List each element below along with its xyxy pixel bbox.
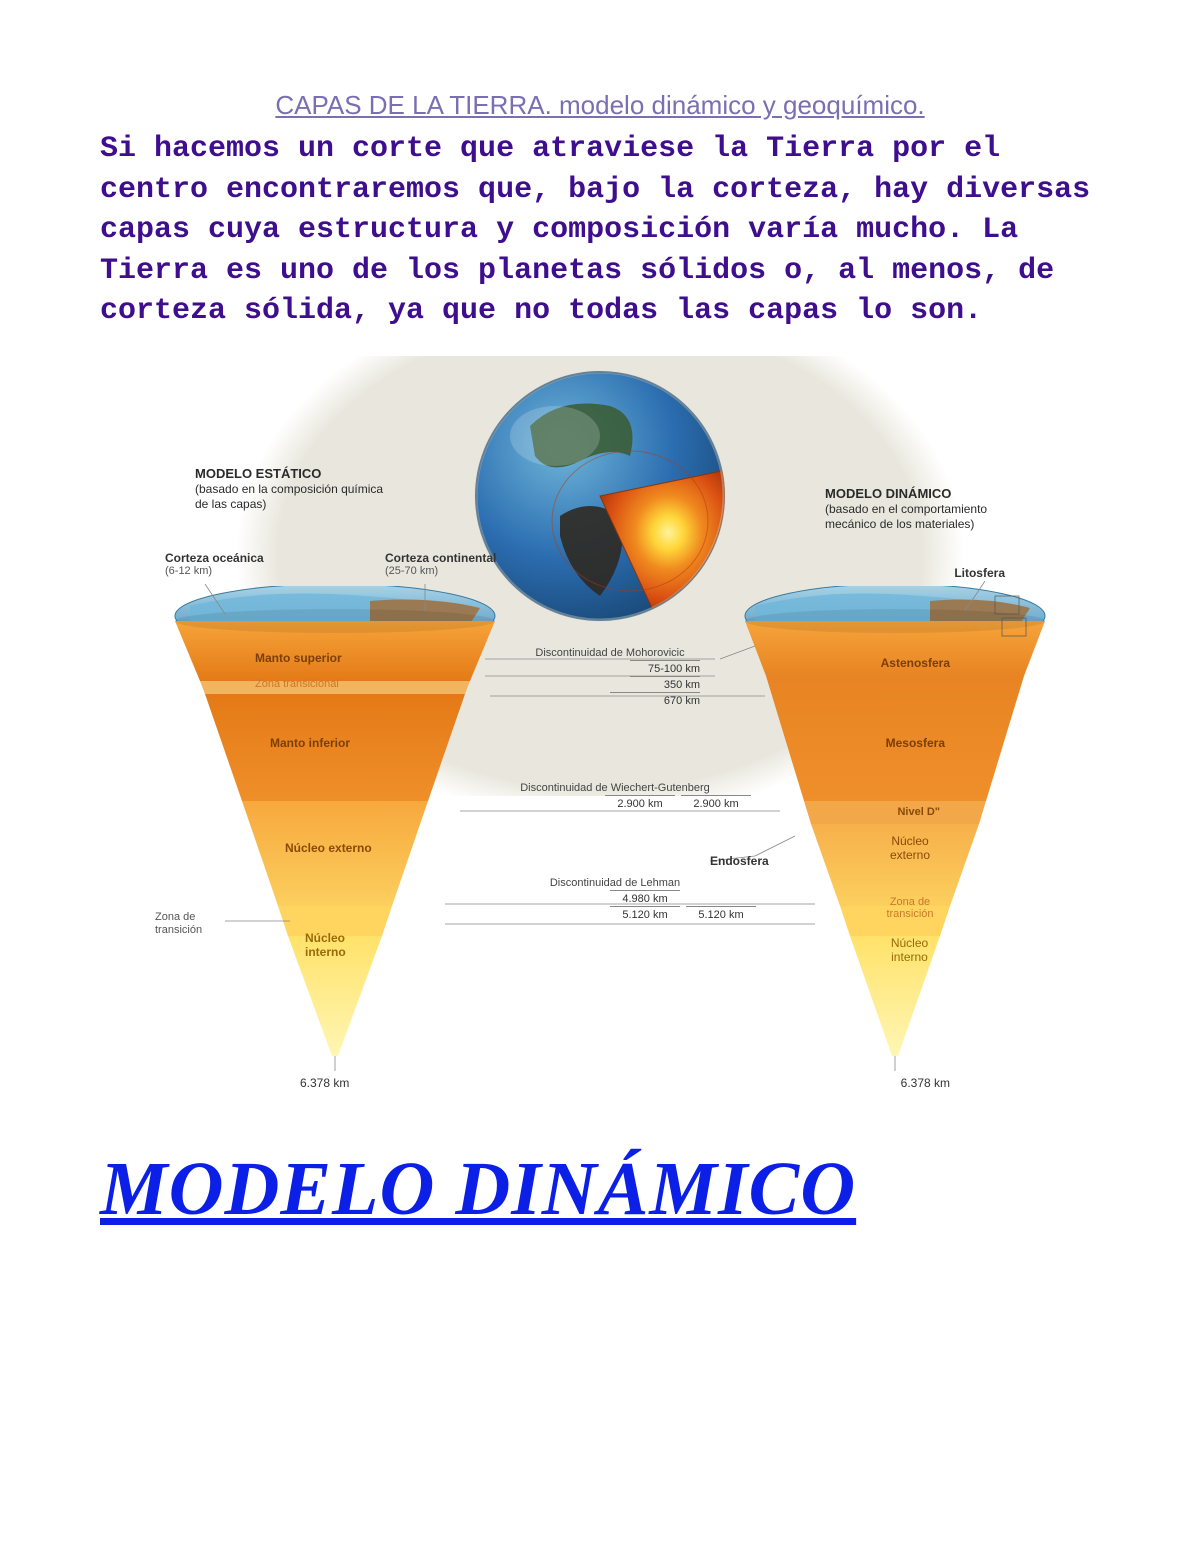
km-670: 670 km <box>610 692 700 708</box>
intro-paragraph: Si hacemos un corte que atraviese la Tie… <box>100 129 1100 332</box>
left-wedge-svg <box>170 586 500 1086</box>
disc-lehman-name: Discontinuidad de Lehman <box>470 876 760 890</box>
globe <box>470 366 730 631</box>
km-2900-r: 2.900 km <box>681 795 751 811</box>
zona-transicion-left-side: Zona de transición <box>155 911 225 937</box>
zona-transicion-left-text: Zona de transición <box>155 911 225 937</box>
dynamic-model-label: MODELO DINÁMICO (basado en el comportami… <box>825 486 1025 532</box>
litosfera-label: Litosfera <box>954 566 1005 580</box>
km-5120-r: 5.120 km <box>686 906 756 922</box>
crust-oceanic-title: Corteza oceánica <box>165 551 264 565</box>
crust-continental-label: Corteza continental (25-70 km) <box>385 551 496 577</box>
bottom-km-left: 6.378 km <box>300 1076 349 1092</box>
static-model-title: MODELO ESTÁTICO <box>195 466 395 482</box>
disc-lehman: Discontinuidad de Lehman 4.980 km 5.120 … <box>470 876 760 923</box>
globe-svg <box>470 366 730 626</box>
disc-moho: Discontinuidad de Mohorovicic 75-100 km … <box>510 646 710 709</box>
static-model-label: MODELO ESTÁTICO (basado en la composició… <box>195 466 395 512</box>
crust-oceanic-depth: (6-12 km) <box>165 565 264 577</box>
dynamic-model-title: MODELO DINÁMICO <box>825 486 1025 502</box>
static-model-subtitle: (basado en la composición química de las… <box>195 482 395 512</box>
endosfera-label: Endosfera <box>710 854 769 868</box>
km-5120-l: 5.120 km <box>610 906 680 922</box>
crust-continental-title: Corteza continental <box>385 551 496 565</box>
crust-continental-depth: (25-70 km) <box>385 565 496 577</box>
disc-wiechert: Discontinuidad de Wiechert-Gutenberg 2.9… <box>475 781 755 812</box>
section-title-modelo-dinamico: MODELO DINÁMICO <box>100 1146 1100 1233</box>
disc-moho-name: Discontinuidad de Mohorovicic <box>510 646 710 660</box>
disc-wiechert-name: Discontinuidad de Wiechert-Gutenberg <box>475 781 755 795</box>
right-wedge-svg <box>740 586 1050 1086</box>
km-75-100: 75-100 km <box>630 660 700 676</box>
earth-layers-diagram: MODELO ESTÁTICO (basado en la composició… <box>155 356 1045 1106</box>
document-title: CAPAS DE LA TIERRA. modelo dinámico y ge… <box>100 90 1100 121</box>
dynamic-model-subtitle: (basado en el comportamiento mecánico de… <box>825 502 1025 532</box>
km-2900-l: 2.900 km <box>605 795 675 811</box>
crust-oceanic-label: Corteza oceánica (6-12 km) <box>165 551 264 577</box>
bottom-km-right: 6.378 km <box>901 1076 950 1092</box>
km-350: 350 km <box>630 676 700 692</box>
km-4980: 4.980 km <box>610 890 680 906</box>
